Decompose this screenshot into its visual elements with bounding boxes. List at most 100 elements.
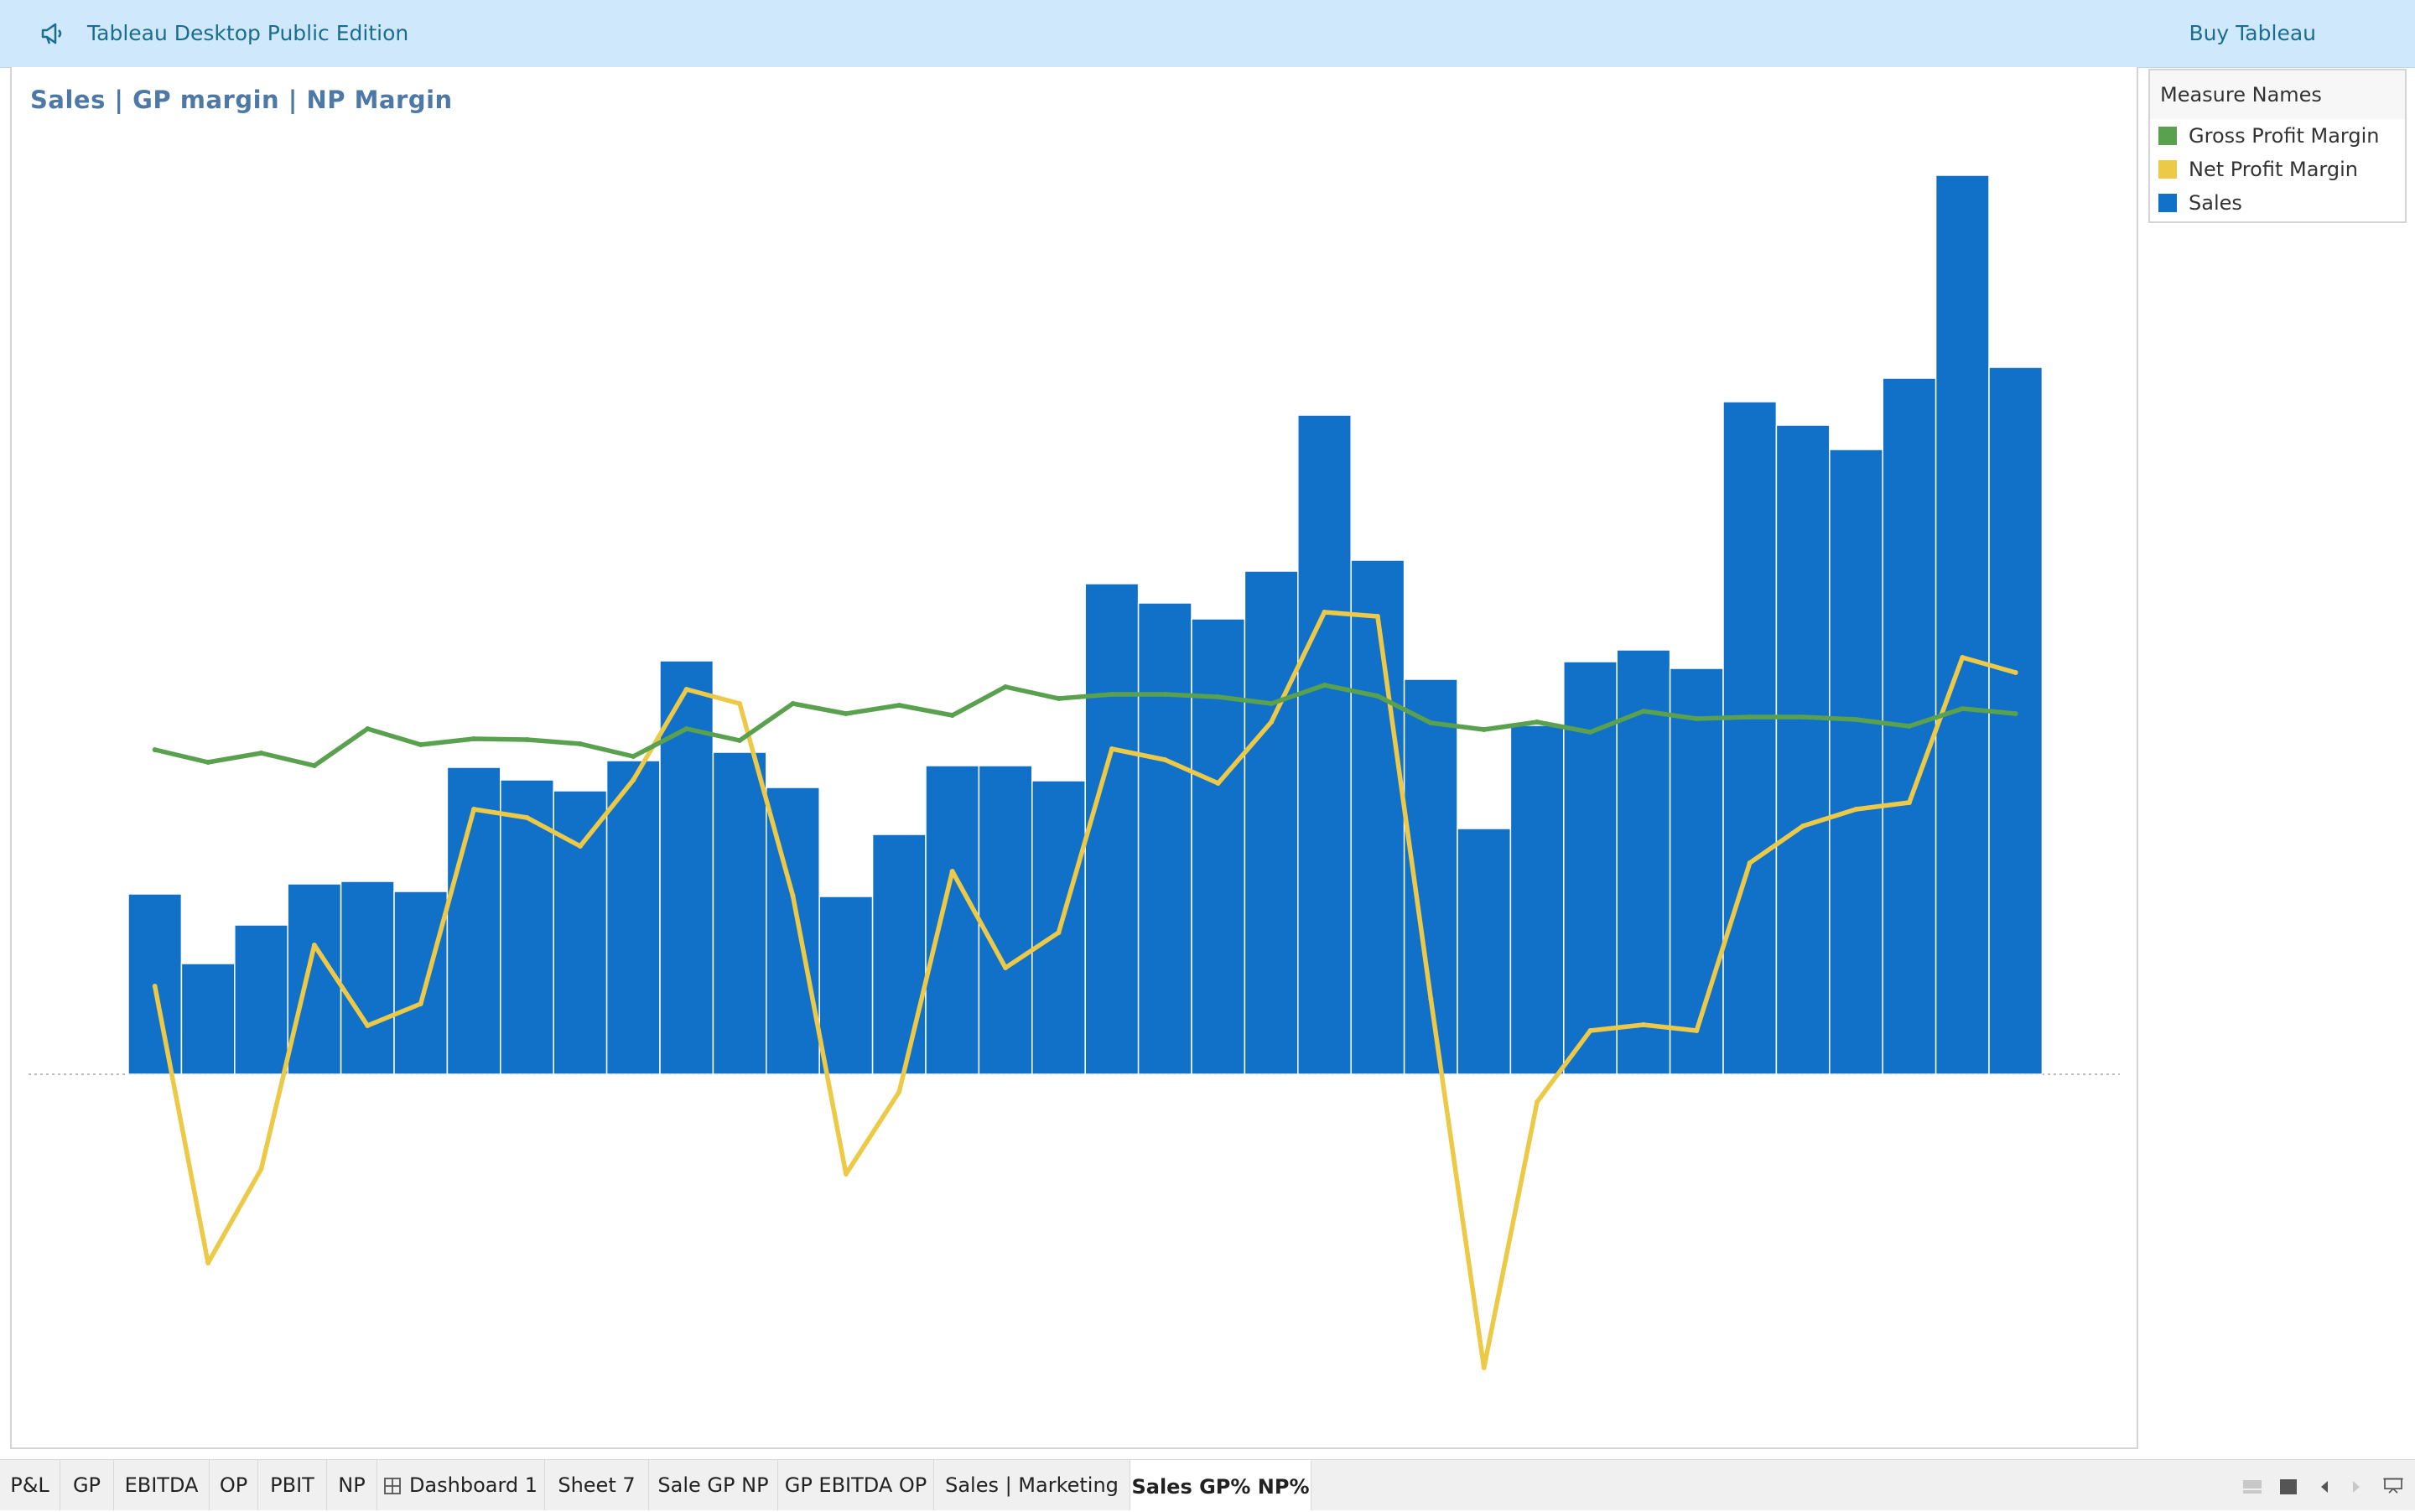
gross-profit-margin-point[interactable]	[312, 763, 317, 768]
sales-bar[interactable]	[1936, 175, 1989, 1074]
tab-sales-marketing[interactable]: Sales | Marketing	[934, 1460, 1130, 1510]
gross-profit-margin-point[interactable]	[1535, 720, 1540, 725]
net-profit-margin-point[interactable]	[844, 1172, 849, 1177]
legend-item-net-profit-margin[interactable]: Net Profit Margin	[2158, 154, 2358, 184]
buy-tableau-link[interactable]: Buy Tableau	[2189, 0, 2316, 67]
show-filmstrip-icon[interactable]	[2242, 1478, 2262, 1495]
net-profit-margin-point[interactable]	[312, 943, 317, 948]
gross-profit-margin-point[interactable]	[1694, 716, 1699, 721]
sales-bar[interactable]	[1776, 425, 1829, 1074]
sales-bar[interactable]	[1510, 725, 1563, 1074]
sales-bar[interactable]	[1085, 584, 1138, 1074]
sales-bar[interactable]	[979, 766, 1031, 1074]
net-profit-margin-point[interactable]	[896, 1089, 901, 1094]
gross-profit-margin-point[interactable]	[1907, 724, 1912, 729]
gross-profit-margin-point[interactable]	[631, 754, 636, 759]
gross-profit-margin-point[interactable]	[578, 741, 583, 746]
tab-sales-gp-np-active[interactable]: Sales GP% NP%	[1130, 1460, 1311, 1510]
gross-profit-margin-point[interactable]	[950, 713, 955, 718]
gross-profit-margin-point[interactable]	[1800, 714, 1805, 720]
net-profit-margin-point[interactable]	[1694, 1028, 1699, 1033]
gross-profit-margin-point[interactable]	[418, 742, 423, 747]
net-profit-margin-point[interactable]	[205, 1260, 210, 1265]
sales-bar[interactable]	[873, 834, 926, 1074]
sales-bar[interactable]	[553, 791, 606, 1074]
net-profit-margin-point[interactable]	[1269, 720, 1274, 725]
net-profit-margin-point[interactable]	[418, 1001, 423, 1006]
gross-profit-margin-point[interactable]	[525, 737, 530, 742]
sales-bar[interactable]	[1298, 415, 1351, 1074]
gross-profit-margin-point[interactable]	[1375, 694, 1380, 699]
gross-profit-margin-point[interactable]	[205, 760, 210, 765]
tab-ebitda[interactable]: EBITDA	[114, 1460, 210, 1510]
net-profit-margin-point[interactable]	[791, 893, 796, 898]
legend-item-sales[interactable]: Sales	[2158, 188, 2242, 218]
gross-profit-margin-point[interactable]	[1641, 709, 1646, 714]
net-profit-margin-point[interactable]	[2013, 670, 2018, 675]
sales-bar[interactable]	[1670, 668, 1723, 1074]
net-profit-margin-point[interactable]	[1322, 610, 1327, 615]
net-profit-margin-point[interactable]	[631, 777, 636, 782]
sales-bar[interactable]	[341, 881, 394, 1074]
gross-profit-margin-point[interactable]	[1162, 692, 1167, 697]
net-profit-margin-point[interactable]	[1003, 965, 1008, 970]
net-profit-margin-point[interactable]	[1535, 1099, 1540, 1104]
net-profit-margin-point[interactable]	[471, 807, 476, 812]
gross-profit-margin-point[interactable]	[1322, 683, 1327, 688]
tab-pl[interactable]: P&L	[0, 1460, 60, 1510]
sales-bar[interactable]	[926, 766, 979, 1074]
sales-bar[interactable]	[288, 884, 340, 1074]
net-profit-margin-point[interactable]	[1428, 996, 1433, 1001]
net-profit-margin-point[interactable]	[1482, 1365, 1487, 1370]
legend-item-gross-profit-margin[interactable]: Gross Profit Margin	[2158, 121, 2379, 151]
net-profit-margin-point[interactable]	[153, 984, 158, 989]
net-profit-margin-point[interactable]	[1109, 746, 1114, 751]
color-legend[interactable]: Measure Names Gross Profit Margin Net Pr…	[2148, 69, 2407, 223]
gross-profit-margin-point[interactable]	[844, 711, 849, 716]
net-profit-margin-point[interactable]	[1588, 1028, 1593, 1033]
sales-bar[interactable]	[1830, 449, 1883, 1074]
gross-profit-margin-point[interactable]	[259, 751, 264, 756]
sales-bar[interactable]	[1723, 402, 1776, 1074]
gross-profit-margin-point[interactable]	[1428, 720, 1433, 725]
tab-op[interactable]: OP	[210, 1460, 258, 1510]
show-tabs-icon[interactable]	[2279, 1478, 2298, 1495]
megaphone-icon[interactable]	[40, 22, 65, 45]
net-profit-margin-point[interactable]	[1960, 655, 1965, 660]
sales-bar[interactable]	[1192, 619, 1244, 1074]
sales-bar[interactable]	[713, 752, 766, 1074]
net-profit-margin-point[interactable]	[525, 815, 530, 820]
gross-profit-margin-point[interactable]	[471, 736, 476, 741]
tab-sale-gp-np[interactable]: Sale GP NP	[649, 1460, 778, 1510]
net-profit-margin-point[interactable]	[1216, 781, 1221, 786]
gross-profit-margin-point[interactable]	[1854, 717, 1859, 722]
sales-bar[interactable]	[1457, 829, 1510, 1074]
gross-profit-margin-point[interactable]	[737, 738, 742, 743]
sales-bar[interactable]	[819, 896, 872, 1074]
net-profit-margin-point[interactable]	[1162, 757, 1167, 762]
net-profit-margin-point[interactable]	[578, 844, 583, 849]
net-profit-margin-point[interactable]	[1748, 860, 1753, 865]
net-profit-margin-point[interactable]	[684, 687, 689, 692]
net-profit-margin-point[interactable]	[1375, 614, 1380, 619]
gross-profit-margin-point[interactable]	[1269, 701, 1274, 706]
sales-bar[interactable]	[181, 964, 234, 1074]
tab-dashboard-1[interactable]: Dashboard 1	[377, 1460, 545, 1510]
sales-bar[interactable]	[1351, 560, 1404, 1074]
gross-profit-margin-point[interactable]	[1960, 706, 1965, 711]
net-profit-margin-point[interactable]	[950, 869, 955, 874]
sales-bar[interactable]	[394, 891, 447, 1074]
net-profit-margin-point[interactable]	[259, 1166, 264, 1172]
worksheet-view[interactable]: Sales | GP margin | NP Margin	[10, 67, 2138, 1449]
sales-bar[interactable]	[607, 761, 660, 1074]
net-profit-margin-point[interactable]	[1057, 930, 1062, 935]
net-profit-margin-point[interactable]	[1641, 1022, 1646, 1027]
gross-profit-margin-point[interactable]	[1003, 684, 1008, 689]
scroll-left-icon[interactable]	[2318, 1478, 2331, 1495]
sales-bar[interactable]	[1989, 367, 2042, 1074]
presentation-mode-icon[interactable]	[2381, 1477, 2405, 1494]
gross-profit-margin-point[interactable]	[896, 703, 901, 708]
scroll-right-icon[interactable]	[2350, 1478, 2363, 1495]
sales-bar[interactable]	[501, 780, 553, 1074]
tab-np[interactable]: NP	[327, 1460, 377, 1510]
